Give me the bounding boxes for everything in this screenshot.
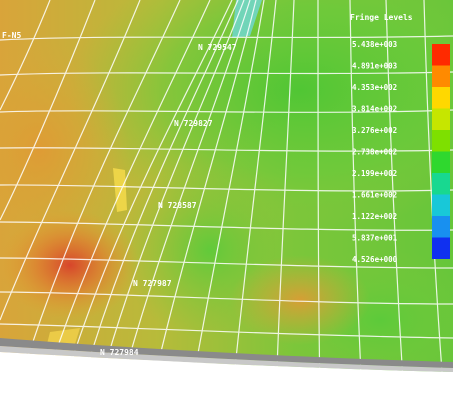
legend-color-swatch: [432, 130, 450, 152]
legend-level-value: 1.661e+002: [352, 191, 397, 200]
legend-color-swatch: [432, 87, 450, 109]
legend-level-value: 5.837e+001: [352, 234, 398, 243]
corner-label: F-N5: [2, 31, 21, 40]
legend-color-swatch: [432, 151, 450, 173]
legend-color-swatch: [432, 44, 450, 66]
legend-level-value: 4.353e+002: [352, 83, 397, 92]
legend-level-value: 2.199e+002: [352, 169, 397, 178]
fringe-legend: Fringe Levels 5.438e+003 4.891e+003 4.353e…: [350, 12, 450, 264]
legend-title: Fringe Levels: [350, 12, 413, 22]
legend-color-swatch: [432, 65, 450, 87]
part-edge: [0, 338, 453, 398]
legend-level-value: 1.122e+002: [352, 212, 397, 221]
legend-level-value: 4.891e+003: [352, 62, 398, 71]
legend-level-value: 5.438e+003: [352, 40, 398, 49]
legend-color-swatch: [432, 108, 450, 130]
legend-color-swatch: [432, 194, 450, 216]
node-label: N 729547: [198, 43, 237, 52]
node-label: N 729827: [174, 119, 213, 128]
legend-color-swatch: [432, 173, 450, 195]
node-labels: N 729547 N 729827 N 728587 N 727987 N 72…: [2, 31, 237, 357]
legend-color-swatch: [432, 237, 450, 259]
legend-level-value: 4.526e+000: [352, 255, 398, 264]
legend-color-swatch: [432, 216, 450, 238]
legend-level-value: 3.276e+002: [352, 126, 397, 135]
legend-level-value: 2.738e+002: [352, 148, 397, 157]
legend-values: 5.438e+003 4.891e+003 4.353e+002 3.814e+002…: [352, 40, 398, 264]
node-label: N 728587: [158, 201, 197, 210]
legend-level-value: 3.814e+002: [352, 105, 397, 114]
node-label: N 727987: [133, 279, 172, 288]
legend-colorbar: [432, 44, 450, 259]
node-label: N 727984: [100, 348, 139, 357]
